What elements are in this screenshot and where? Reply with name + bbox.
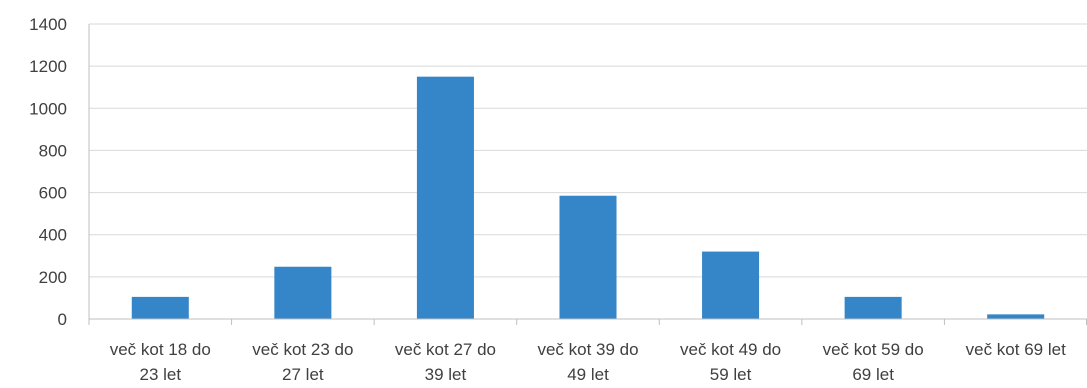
x-category-label: več kot 27 do 39 let	[395, 340, 496, 384]
y-axis-tick-labels: 0 200 400 600 800 1000 1200 1400	[29, 15, 67, 329]
bar	[844, 296, 902, 319]
x-category-label: več kot 49 do 59 let	[680, 340, 781, 384]
x-category-label: več kot 59 do 69 let	[823, 340, 924, 384]
bar	[131, 296, 189, 319]
bar	[702, 251, 760, 319]
y-tick-label: 1200	[29, 57, 67, 76]
x-axis	[88, 24, 1087, 325]
y-tick-label: 0	[58, 310, 67, 329]
y-tick-label: 400	[39, 226, 67, 245]
x-category-label: več kot 69 let	[966, 340, 1066, 359]
y-tick-label: 800	[39, 141, 67, 160]
bar	[559, 195, 617, 319]
x-category-label: več kot 39 do 49 let	[537, 340, 638, 384]
bar	[416, 76, 474, 319]
y-tick-label: 600	[39, 184, 67, 203]
y-tick-label: 200	[39, 268, 67, 287]
y-tick-label: 1000	[29, 99, 67, 118]
x-axis-category-labels: več kot 18 do 23 let več kot 23 do 27 let ve…	[110, 340, 1066, 384]
bars	[131, 76, 1045, 319]
x-category-label: več kot 18 do 23 let	[110, 340, 211, 384]
y-tick-label: 1400	[29, 15, 67, 34]
bar	[274, 266, 332, 319]
gridlines	[89, 23, 1087, 278]
x-category-label: več kot 23 do 27 let	[252, 340, 353, 384]
bar	[987, 314, 1045, 319]
